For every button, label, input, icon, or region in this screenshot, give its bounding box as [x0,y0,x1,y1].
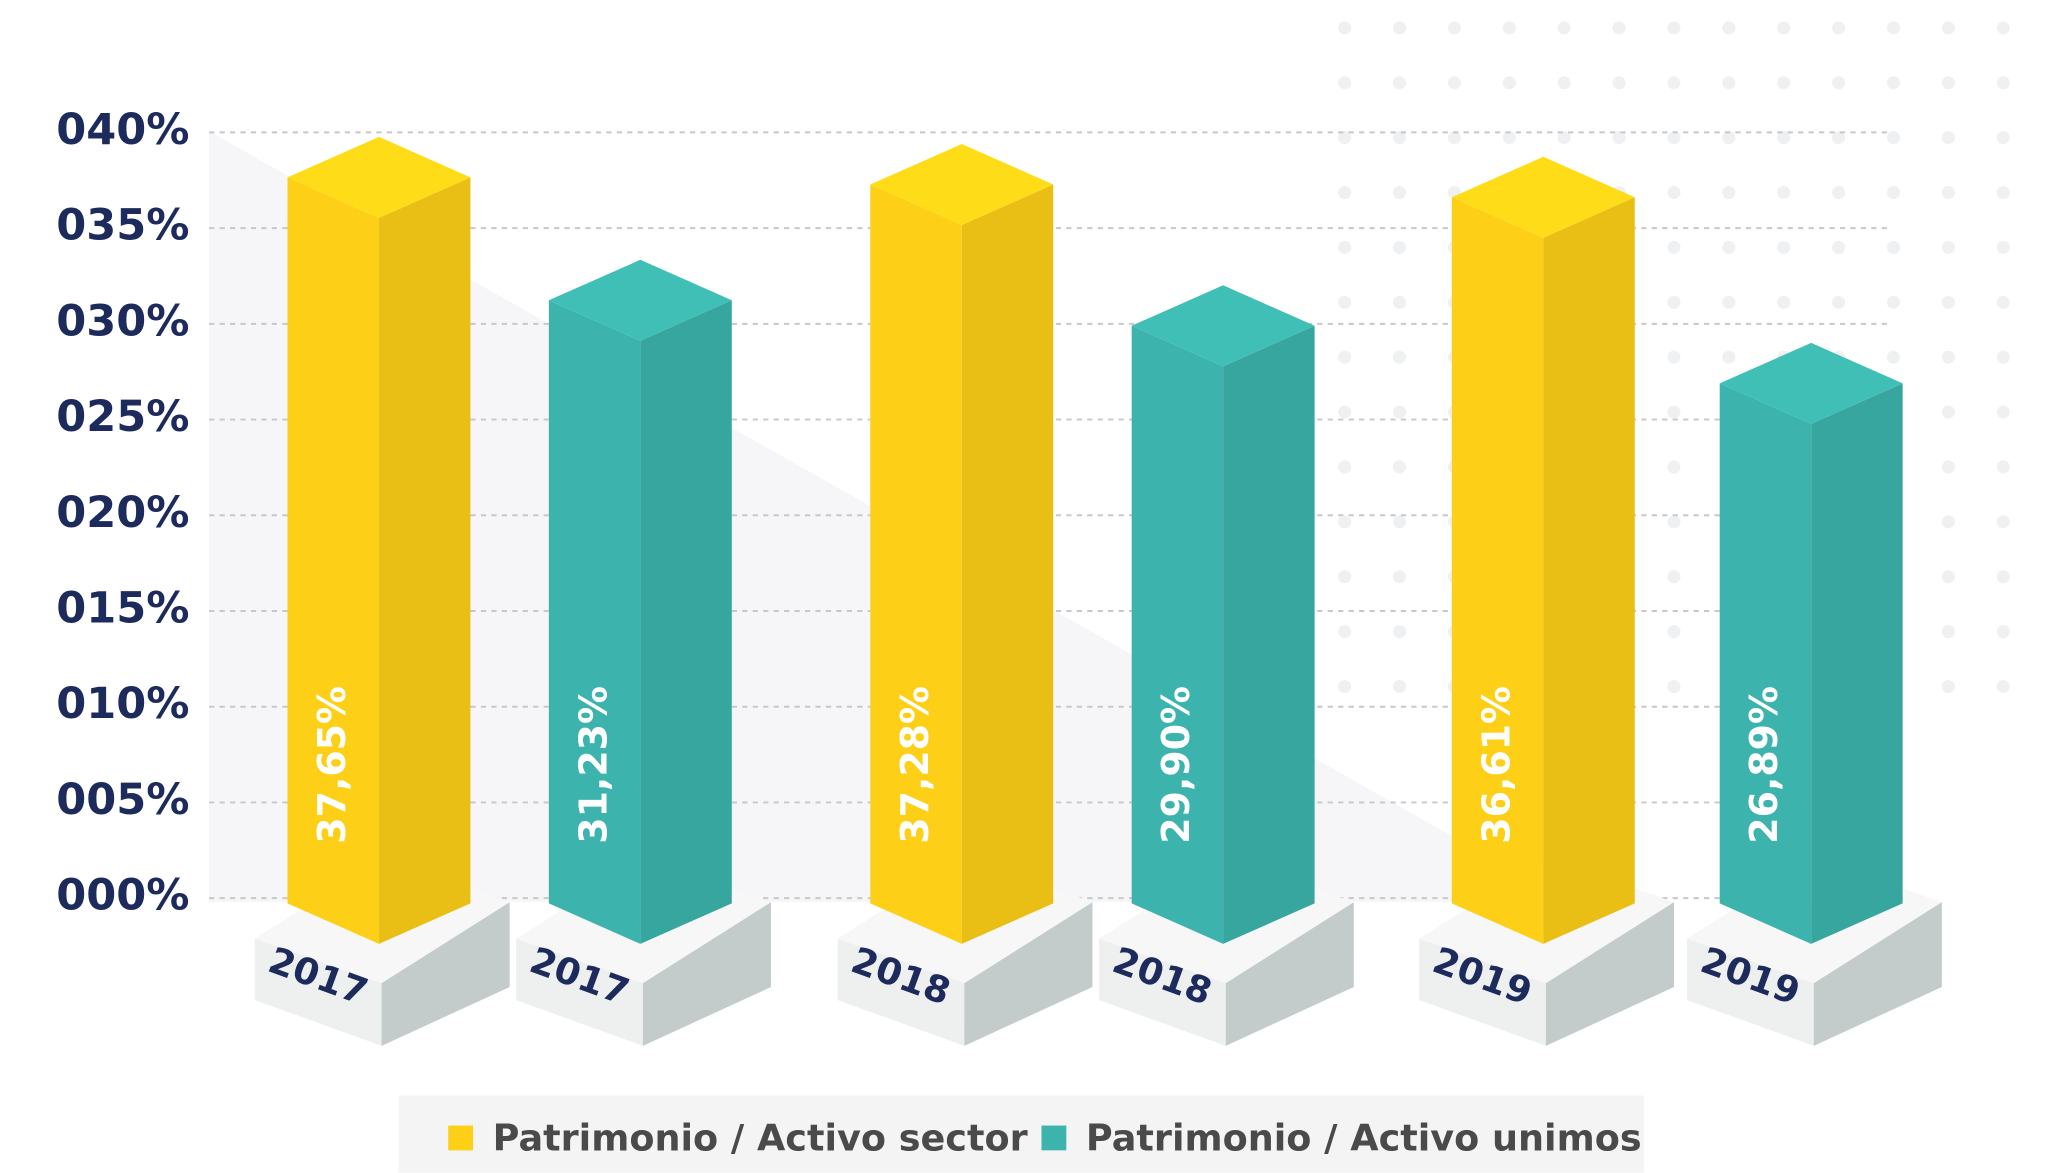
bar-front-left [1131,325,1224,944]
value-label: 37,28% [893,686,937,844]
bar-front-left [548,300,641,944]
pedestal-left [1687,938,1814,1046]
pedestal-right [964,902,1093,1046]
y-tick-label: 010% [56,679,189,729]
legend-swatch [1041,1125,1067,1151]
value-label: 26,89% [1742,686,1786,844]
legend-label: Patrimonio / Activo unimos [1086,1116,1642,1159]
pedestal-left [516,938,643,1046]
bar-front-right [1543,197,1635,944]
background-dots [1332,0,2049,733]
pedestal-right [1813,902,1942,1046]
legend-background [398,1095,1644,1173]
bar-front-left [870,184,962,944]
bar-front-right [640,300,732,944]
y-tick-label: 020% [56,488,189,538]
bar-front-right [1811,383,1903,944]
pedestal-right [381,902,510,1046]
value-label: 36,61% [1474,686,1518,844]
pedestal-left [1098,938,1226,1046]
legend-swatch [448,1125,474,1151]
bar-top [870,143,1054,225]
bar-front-left [287,177,379,944]
pedestal-left [1419,938,1546,1046]
legend-label: Patrimonio / Activo sector [493,1116,1028,1159]
y-tick-label: 035% [56,201,189,251]
pedestal-right [642,902,771,1046]
y-tick-label: 030% [56,296,189,346]
bars: 201737,65%201731,23%201837,28%201829,90%… [254,136,1942,1046]
pedestal-left [837,938,965,1046]
pedestal-right [1225,902,1354,1046]
bar-top [548,259,732,341]
pedestal-right [1545,902,1674,1046]
value-label: 31,23% [571,686,615,844]
value-label: 37,65% [310,686,354,844]
bar-top [287,136,471,218]
bar-front-left [1451,197,1544,944]
value-label: 29,90% [1154,686,1198,844]
y-tick-label: 005% [56,775,189,825]
bar-front-left [1719,383,1812,944]
y-tick-label: 025% [56,392,189,442]
bar-top [1131,285,1315,367]
bar-front-right [961,184,1054,944]
bar-top [1719,342,1903,424]
bar-front-right [378,177,471,944]
y-tick-label: 040% [56,105,189,155]
bar-front-right [1223,325,1315,944]
bar-top [1451,156,1635,238]
y-tick-label: 015% [56,584,189,634]
legend: Patrimonio / Activo sector Patrimonio / A… [448,1116,1642,1159]
y-tick-label: 000% [56,871,189,921]
pedestal-left [254,938,382,1046]
